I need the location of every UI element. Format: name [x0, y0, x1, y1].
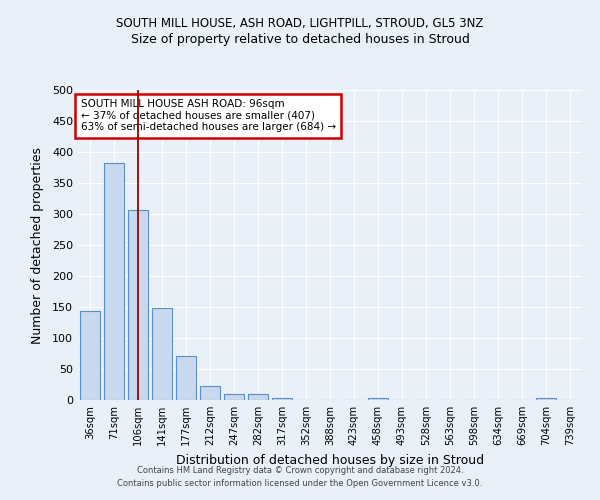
X-axis label: Distribution of detached houses by size in Stroud: Distribution of detached houses by size …: [176, 454, 484, 466]
Bar: [536, 398, 556, 400]
Bar: [152, 308, 172, 400]
Bar: [224, 394, 244, 400]
Bar: [248, 394, 268, 400]
Bar: [104, 162, 124, 400]
Bar: [176, 356, 196, 400]
Bar: [80, 312, 100, 400]
Text: Contains HM Land Registry data © Crown copyright and database right 2024.
Contai: Contains HM Land Registry data © Crown c…: [118, 466, 482, 487]
Bar: [128, 210, 148, 400]
Bar: [272, 398, 292, 400]
Text: SOUTH MILL HOUSE ASH ROAD: 96sqm
← 37% of detached houses are smaller (407)
63% : SOUTH MILL HOUSE ASH ROAD: 96sqm ← 37% o…: [80, 100, 335, 132]
Bar: [368, 398, 388, 400]
Text: SOUTH MILL HOUSE, ASH ROAD, LIGHTPILL, STROUD, GL5 3NZ: SOUTH MILL HOUSE, ASH ROAD, LIGHTPILL, S…: [116, 18, 484, 30]
Text: Size of property relative to detached houses in Stroud: Size of property relative to detached ho…: [131, 32, 469, 46]
Y-axis label: Number of detached properties: Number of detached properties: [31, 146, 44, 344]
Bar: [200, 386, 220, 400]
